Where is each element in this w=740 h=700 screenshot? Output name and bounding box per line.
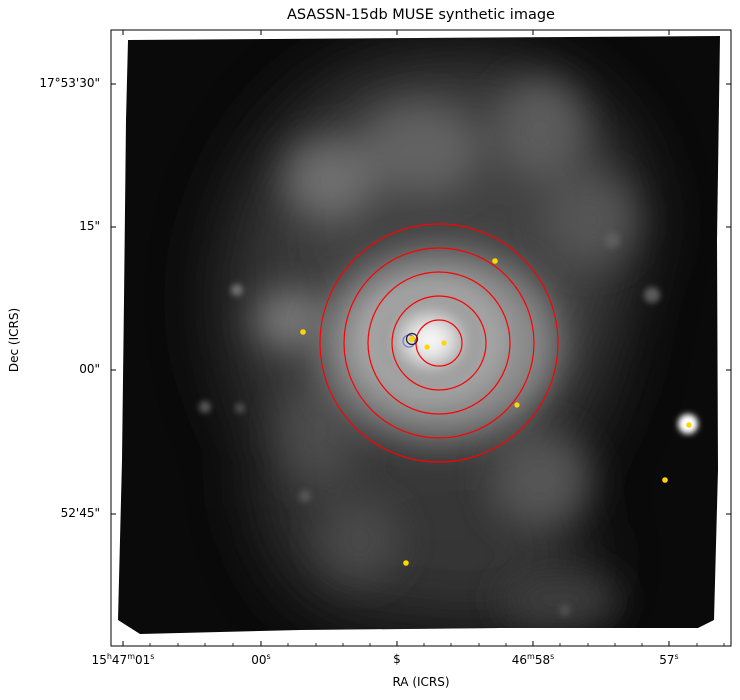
aperture-ring [367, 271, 511, 415]
source-marker [441, 340, 447, 346]
source-circle-marker [405, 332, 419, 346]
source-marker [300, 329, 306, 335]
plot-frame [110, 29, 732, 647]
source-marker [409, 336, 415, 342]
aperture-ring [319, 223, 559, 463]
axis-minor-ticks [149, 643, 725, 646]
x-tick-label: 57s [659, 652, 679, 667]
source-marker [424, 344, 430, 350]
aperture-ring [391, 295, 487, 391]
source-marker [662, 477, 668, 483]
x-tick-label: 15h47m01s [91, 652, 155, 667]
source-marker [492, 258, 498, 264]
source-marker [403, 560, 409, 566]
aperture-rings [319, 223, 559, 463]
y-tick-label: 00" [79, 362, 100, 376]
aperture-ring [343, 247, 535, 439]
galaxy-image [118, 36, 720, 634]
figure-title: ASASSN-15db MUSE synthetic image [287, 7, 555, 23]
y-tick-label: 15" [79, 219, 100, 233]
x-tick-label: 00s [251, 652, 271, 667]
source-marker [686, 422, 692, 428]
source-markers [300, 258, 692, 566]
x-axis-label: RA (ICRS) [392, 675, 450, 689]
x-tick-label: $ [393, 652, 401, 666]
y-tick-label: 52'45" [60, 506, 100, 520]
x-tick-label: 46m58s [511, 652, 555, 667]
source-marker [514, 402, 520, 408]
axis-ticks [111, 30, 731, 646]
y-tick-label: 17°53'30" [39, 76, 100, 90]
